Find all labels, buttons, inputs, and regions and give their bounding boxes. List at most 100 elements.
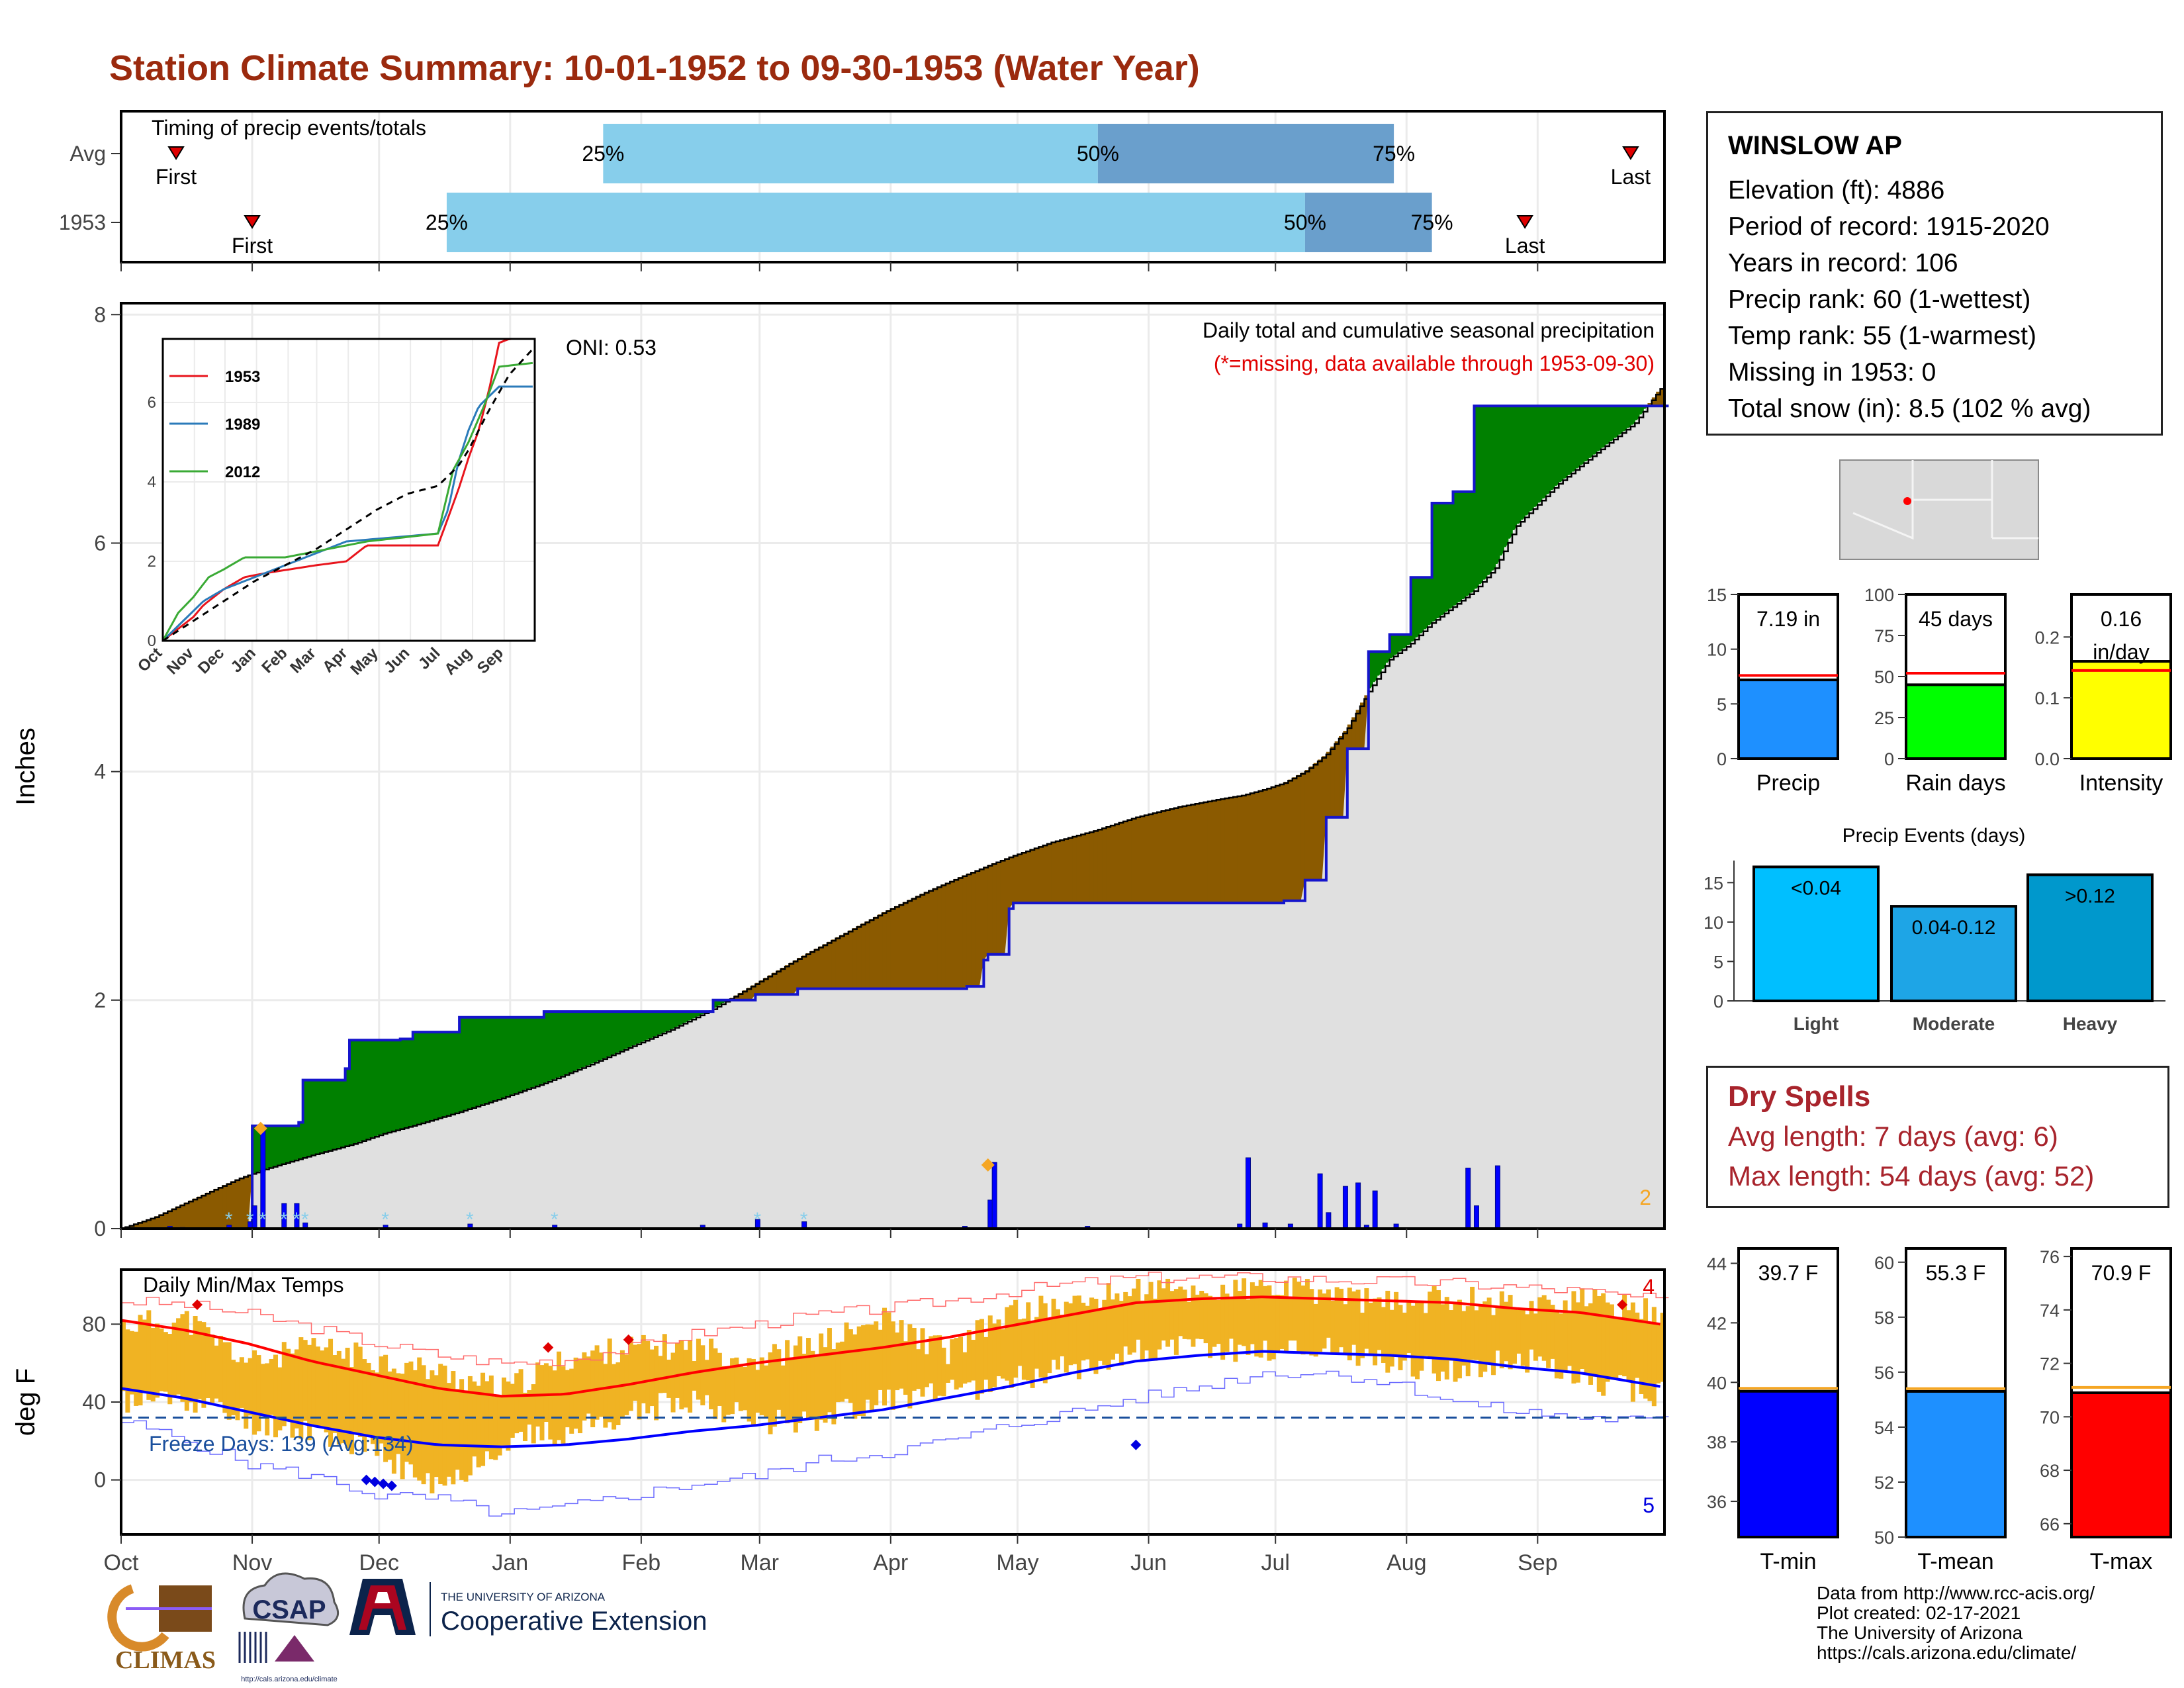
timing-pct-label: 75% [1411, 211, 1453, 234]
temp-bar-ytick-label: 56 [1874, 1363, 1894, 1383]
precip-diff-segment [1097, 829, 1103, 904]
daily-temp-bar [768, 1352, 773, 1434]
precip-diff-segment [1474, 406, 1479, 589]
precip-diff-segment [1242, 795, 1247, 904]
daily-temp-bar [446, 1383, 451, 1477]
daily-temp-bar [1351, 1291, 1357, 1345]
daily-temp-bar [433, 1375, 439, 1477]
daily-temp-bar [692, 1361, 697, 1391]
avg-min-line [120, 1350, 1661, 1448]
daily-temp-bar [1326, 1289, 1331, 1338]
daily-temp-bar [683, 1350, 688, 1408]
daily-temp-bar [1195, 1294, 1200, 1339]
dry-spells-max: Max length: 54 days (avg: 52) [1728, 1160, 2095, 1192]
precip-diff-segment [1563, 406, 1568, 479]
precip-diff-segment [1173, 807, 1179, 904]
inset-ytick-label: 2 [148, 553, 156, 571]
daily-temp-bar [1643, 1298, 1649, 1399]
timing-marker-label: Last [1611, 165, 1651, 189]
daily-temp-bar [396, 1373, 401, 1454]
precip-diff-segment [357, 1040, 363, 1142]
daily-temp-bar [823, 1347, 828, 1423]
daily-temp-bar [688, 1340, 693, 1413]
daily-temp-bar [226, 1342, 232, 1420]
daily-temp-bar [565, 1370, 570, 1428]
daily-temp-bar [277, 1367, 283, 1430]
daily-temp-bar [231, 1360, 236, 1415]
month-label: Dec [359, 1550, 398, 1575]
timing-marker-label: First [156, 165, 197, 189]
precip-diff-segment [1635, 406, 1640, 420]
precip-diff-segment [1486, 406, 1492, 575]
precip-diff-segment [619, 1011, 625, 1051]
daily-temp-bar [1140, 1300, 1145, 1360]
precip-diff-segment [759, 980, 764, 995]
precip-diff-segment [1630, 406, 1636, 425]
precip-diff-segment [1178, 806, 1183, 904]
precip-diff-segment [235, 1179, 240, 1229]
precip-diff-segment [1343, 731, 1348, 818]
daily-temp-bar [1406, 1301, 1412, 1354]
daily-temp-bar [180, 1314, 185, 1402]
precip-diff-segment [865, 921, 870, 989]
precip-diff-segment [1504, 406, 1509, 547]
trace-marker: * [225, 1209, 233, 1231]
daily-temp-bar [1081, 1302, 1086, 1361]
daily-temp-bar [197, 1321, 202, 1399]
daily-temp-bar [426, 1379, 430, 1474]
daily-temp-bar [1000, 1329, 1005, 1379]
precip-ytick-label: 0 [94, 1217, 106, 1241]
daily-temp-bar [1051, 1298, 1056, 1360]
precip-diff-segment [370, 1040, 376, 1138]
precip-diff-segment [231, 1181, 236, 1229]
daily-temp-bar [273, 1354, 278, 1438]
precip-diff-segment [1428, 577, 1433, 626]
precip-diff-segment [548, 1011, 553, 1081]
precip-diff-segment [637, 1011, 642, 1044]
daily-precip-bar [1245, 1157, 1251, 1229]
daily-temp-bar [654, 1345, 659, 1421]
freeze-days-label: Freeze Days: 139 (Avg:134) [149, 1432, 414, 1456]
month-label: Mar [740, 1550, 779, 1575]
daily-temp-bar [1359, 1313, 1365, 1358]
precip-diff-segment [214, 1188, 219, 1229]
daily-temp-bar [670, 1352, 676, 1413]
daily-temp-bar [1330, 1300, 1336, 1355]
precip-diff-segment [907, 900, 913, 989]
precip-diff-segment [302, 1080, 308, 1158]
daily-temp-bar [649, 1349, 655, 1407]
precip-diff-segment [1537, 406, 1543, 503]
precip-diff-segment [273, 1125, 279, 1166]
daily-temp-bar [1123, 1291, 1128, 1347]
precip-diff-segment [218, 1187, 224, 1229]
daily-temp-bar [848, 1329, 853, 1403]
precip-diff-segment [594, 1011, 600, 1062]
daily-temp-bar [962, 1352, 968, 1384]
daily-temp-bar [983, 1336, 989, 1380]
month-label: Feb [622, 1550, 661, 1575]
ua-logo-a-inner [359, 1585, 406, 1630]
precip-diff-segment [886, 910, 891, 989]
precip-diff-segment [1559, 406, 1564, 483]
precip-diff-segment [1435, 503, 1441, 619]
daily-temp-bar [1203, 1293, 1208, 1344]
precip-diff-segment [966, 873, 972, 987]
mini-bar-ytick-label: 0 [1884, 749, 1894, 769]
precip-diff-segment [1499, 406, 1505, 556]
precip-diff-segment [269, 1125, 274, 1168]
precip-diff-segment [916, 896, 921, 989]
precip-diff-segment [1617, 406, 1623, 435]
daily-temp-bar [1435, 1290, 1441, 1382]
precip-diff-segment [700, 1011, 705, 1015]
precip-diff-segment [1127, 819, 1132, 904]
inset-2012-line [161, 361, 533, 641]
temp-bar-ytick-label: 36 [1707, 1492, 1727, 1512]
precip-diff-segment [1508, 406, 1513, 539]
daily-temp-bar [400, 1374, 405, 1479]
precip-diff-segment [878, 914, 883, 989]
precip-diff-segment [472, 1017, 477, 1107]
ua-logo-big-text: Cooperative Extension [441, 1607, 707, 1636]
daily-temp-bar [1187, 1301, 1192, 1340]
daily-temp-bar [865, 1324, 870, 1400]
daily-temp-bar [1457, 1299, 1462, 1379]
